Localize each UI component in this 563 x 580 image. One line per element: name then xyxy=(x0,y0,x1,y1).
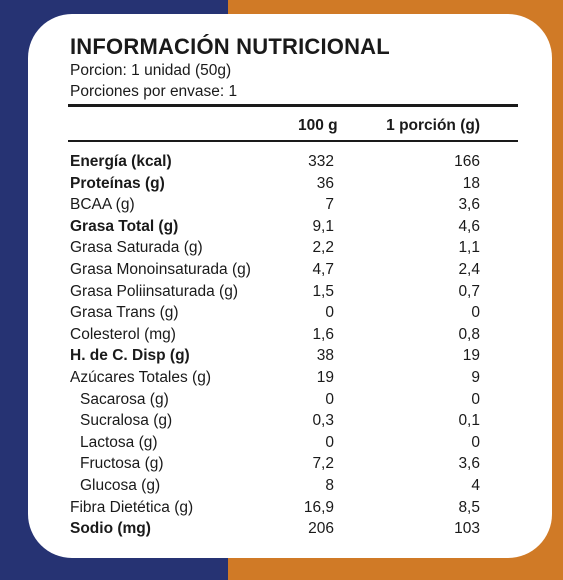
nutrient-row: Sucralosa (g) 0,3 0,1 xyxy=(68,410,508,432)
nutrient-label: Lactosa (g) xyxy=(80,433,158,451)
nutrient-label: Proteínas (g) xyxy=(70,174,165,192)
value-per-serving: 0 xyxy=(471,390,480,408)
nutrient-row: Grasa Saturada (g) 2,2 1,1 xyxy=(68,237,508,259)
value-per-serving: 0,7 xyxy=(458,282,480,300)
nutrient-row: Grasa Total (g) 9,1 4,6 xyxy=(68,216,508,238)
value-per-serving: 19 xyxy=(462,347,480,365)
value-per-100g: 16,9 xyxy=(303,498,334,516)
value-per-100g: 332 xyxy=(308,153,334,170)
label-title: INFORMACIÓN NUTRICIONAL xyxy=(70,34,390,59)
value-per-serving: 18 xyxy=(462,174,480,192)
nutrient-label: Sodio (mg) xyxy=(70,520,151,538)
nutrient-row: BCAA (g) 7 3,6 xyxy=(68,194,508,216)
nutrient-row: Azúcares Totales (g) 19 9 xyxy=(68,367,508,389)
nutrient-label: BCAA (g) xyxy=(70,196,135,214)
value-per-serving: 0,1 xyxy=(458,412,480,430)
nutrient-label: Fibra Dietética (g) xyxy=(70,498,194,516)
value-per-serving: 166 xyxy=(454,153,480,170)
column-header-serving: 1 porción (g) xyxy=(386,117,480,134)
nutrient-row: Lactosa (g) 0 0 xyxy=(68,432,508,454)
value-per-serving: 1,1 xyxy=(458,239,480,257)
value-per-serving: 8,5 xyxy=(458,498,480,516)
servings-per-container: Porciones por envase: 1 xyxy=(70,83,238,100)
value-per-100g: 38 xyxy=(316,347,334,365)
nutrient-row: Sodio (mg) 206 103 xyxy=(68,518,508,540)
nutrient-label: Grasa Poliinsaturada (g) xyxy=(70,282,238,300)
nutrient-label: H. de C. Disp (g) xyxy=(70,347,190,365)
value-per-serving: 103 xyxy=(454,520,480,538)
value-per-100g: 36 xyxy=(316,174,334,192)
nutrient-label: Azúcares Totales (g) xyxy=(70,368,211,386)
nutrient-label: Glucosa (g) xyxy=(80,476,161,494)
divider-thick xyxy=(68,104,518,107)
value-per-100g: 1,5 xyxy=(312,282,334,300)
nutrient-row: Fructosa (g) 7,2 3,6 xyxy=(68,453,508,475)
column-header-100g: 100 g xyxy=(298,117,338,134)
value-per-100g: 1,6 xyxy=(312,325,334,343)
nutrient-label: Sacarosa (g) xyxy=(80,390,169,408)
nutrient-row: Proteínas (g) 36 18 xyxy=(68,173,508,195)
value-per-serving: 2,4 xyxy=(458,260,480,278)
value-per-serving: 9 xyxy=(471,368,480,386)
value-per-100g: 19 xyxy=(316,368,334,386)
nutrient-label: Colesterol (mg) xyxy=(70,325,176,343)
value-per-serving: 4,6 xyxy=(458,217,480,235)
nutrient-label: Energía (kcal) xyxy=(70,153,172,170)
value-per-100g: 0 xyxy=(325,304,334,322)
value-per-100g: 8 xyxy=(325,476,334,494)
nutrient-label: Sucralosa (g) xyxy=(80,412,173,430)
value-per-100g: 7 xyxy=(325,196,334,214)
value-per-100g: 4,7 xyxy=(312,260,334,278)
value-per-serving: 3,6 xyxy=(458,196,480,214)
nutrition-label-card: INFORMACIÓN NUTRICIONAL Porcion: 1 unida… xyxy=(28,14,552,558)
value-per-100g: 2,2 xyxy=(312,239,334,257)
value-per-100g: 206 xyxy=(308,520,334,538)
value-per-serving: 0 xyxy=(471,433,480,451)
nutrient-row: Sacarosa (g) 0 0 xyxy=(68,389,508,411)
nutrient-row: Fibra Dietética (g) 16,9 8,5 xyxy=(68,497,508,519)
value-per-100g: 9,1 xyxy=(312,217,334,235)
value-per-serving: 0 xyxy=(471,304,480,322)
nutrient-label: Grasa Saturada (g) xyxy=(70,239,203,257)
value-per-100g: 0 xyxy=(325,433,334,451)
divider-header xyxy=(68,140,518,142)
serving-size: Porcion: 1 unidad (50g) xyxy=(70,62,232,79)
value-per-100g: 0 xyxy=(325,390,334,408)
value-per-100g: 7,2 xyxy=(312,455,334,473)
nutrient-label: Grasa Total (g) xyxy=(70,217,179,235)
value-per-serving: 3,6 xyxy=(458,455,480,473)
value-per-100g: 0,3 xyxy=(312,412,334,430)
nutrient-row: Energía (kcal) 332 166 xyxy=(68,151,508,173)
nutrient-row: Grasa Poliinsaturada (g) 1,5 0,7 xyxy=(68,281,508,303)
nutrient-label: Grasa Trans (g) xyxy=(70,304,179,322)
nutrient-row: Grasa Trans (g) 0 0 xyxy=(68,302,508,324)
nutrient-label: Fructosa (g) xyxy=(80,455,164,473)
nutrient-table: Energía (kcal) 332 166 Proteínas (g) 36 18 BCA… xyxy=(68,151,508,540)
value-per-serving: 0,8 xyxy=(458,325,480,343)
nutrient-row: H. de C. Disp (g) 38 19 xyxy=(68,345,508,367)
nutrient-row: Colesterol (mg) 1,6 0,8 xyxy=(68,324,508,346)
nutrient-label: Grasa Monoinsaturada (g) xyxy=(70,260,251,278)
nutrient-row: Glucosa (g) 8 4 xyxy=(68,475,508,497)
value-per-serving: 4 xyxy=(471,476,480,494)
nutrient-row: Grasa Monoinsaturada (g) 4,7 2,4 xyxy=(68,259,508,281)
